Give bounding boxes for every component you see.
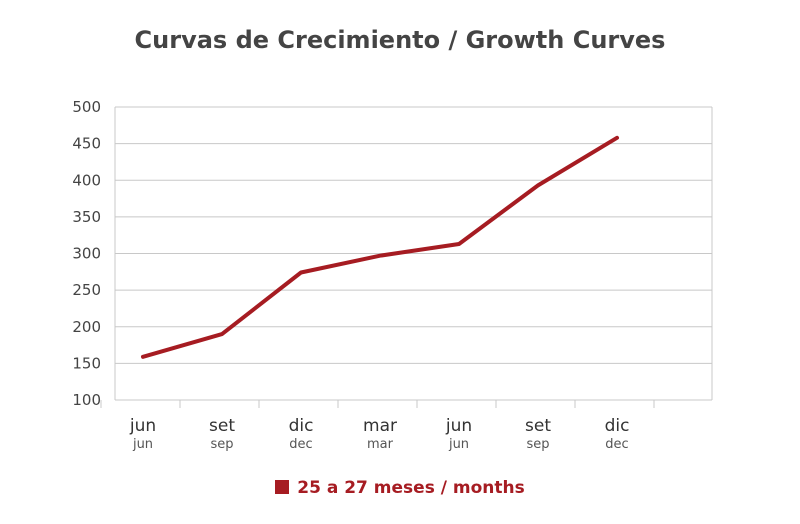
y-tick-label: 300 [72,245,101,263]
chart-title: Curvas de Crecimiento / Growth Curves [134,26,666,54]
x-tick-label: jun [129,416,156,436]
y-tick-label: 200 [72,318,101,336]
y-tick-label: 250 [72,281,101,299]
legend: 25 a 27 meses / months [0,478,800,498]
x-tick-sublabel: jun [132,437,153,452]
y-tick-label: 500 [72,98,101,116]
y-axis-ticks: 100 150 200 250 300 350 400 450 500 [72,98,101,409]
grid-lines [100,106,713,408]
series-lines [141,135,619,359]
x-tick-sublabel: dec [289,437,312,452]
x-axis-ticks: junjunsetsepdicdecmarmarjunjunsetsepdicd… [129,416,630,452]
legend-label: 25 a 27 meses / months [297,478,525,498]
x-tick-label: dic [289,416,314,436]
x-tick-sublabel: dec [605,437,628,452]
x-tick-label: jun [445,416,472,436]
x-tick-label: mar [363,416,397,436]
x-tick-sublabel: mar [367,437,394,452]
legend-swatch [275,480,290,494]
y-tick-label: 450 [72,135,101,153]
y-tick-label: 400 [72,171,101,189]
x-tick-sublabel: sep [210,437,233,452]
x-tick-sublabel: jun [448,437,469,452]
y-tick-label: 100 [72,391,101,409]
x-tick-sublabel: sep [526,437,549,452]
y-tick-label: 350 [72,208,101,226]
x-tick-label: set [525,416,551,436]
x-tick-label: set [209,416,235,436]
y-tick-label: 150 [72,354,101,372]
x-tick-label: dic [605,416,630,436]
series-line [141,135,619,359]
